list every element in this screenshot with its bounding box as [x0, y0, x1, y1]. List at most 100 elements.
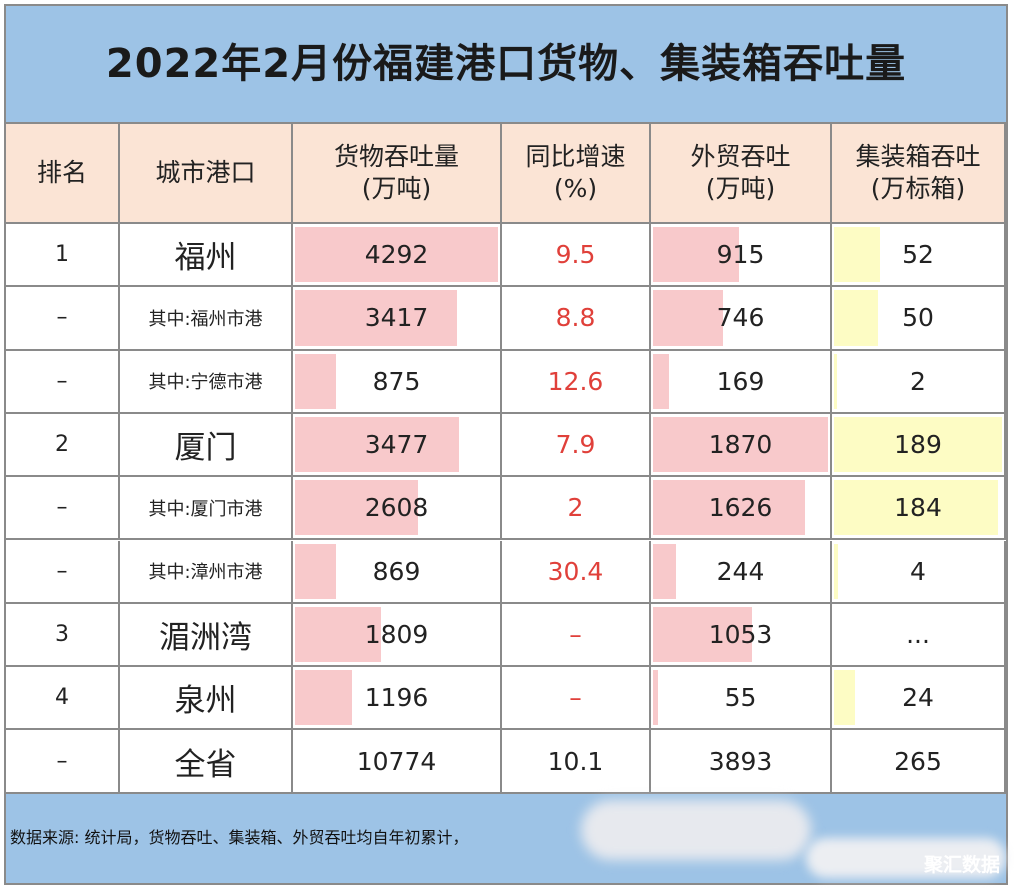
cell-value: 244	[716, 556, 765, 586]
cell-cargo: 10774	[293, 730, 502, 794]
cell-value: ...	[906, 619, 930, 649]
cell-value: 3893	[708, 746, 773, 776]
data-bar-foreign	[653, 670, 659, 726]
data-bar-foreign	[653, 480, 806, 536]
cell-growth: 9.5	[502, 224, 651, 288]
cell-foreign: 1870	[651, 413, 832, 478]
cell-foreign: 915	[651, 224, 832, 288]
cell-foreign: 169	[651, 350, 832, 414]
header-cargo: 货物吞吐量 (万吨)	[293, 124, 502, 224]
data-bar-cargo	[295, 290, 457, 346]
cell-rank: –	[6, 350, 120, 414]
city-label: 其中:漳州市港	[148, 562, 263, 584]
data-bar-cargo	[295, 227, 498, 283]
title-bar: 2022年2月份福建港口货物、集装箱吞吐量	[6, 6, 1006, 124]
cell-growth: 7.9	[502, 413, 651, 478]
header-label: 同比增速	[525, 142, 626, 171]
cell-value: 4292	[364, 240, 429, 270]
cell-city: 湄洲湾	[120, 603, 293, 668]
data-bar-container	[834, 416, 1002, 473]
cell-growth: 2	[502, 477, 651, 541]
cell-container: ...	[832, 603, 1006, 668]
cell-value: 10774	[356, 746, 437, 776]
header-rank: 排名	[6, 124, 120, 224]
cell-city: 全省	[120, 730, 293, 794]
cell-value: 184	[894, 493, 942, 523]
cell-growth: –	[502, 603, 651, 668]
header-unit: (万吨)	[361, 174, 432, 203]
cell-value: 3417	[364, 303, 429, 333]
cell-cargo: 4292	[293, 224, 502, 288]
data-bar-container	[834, 227, 881, 283]
cell-rank: –	[6, 540, 120, 604]
cell-container: 24	[832, 667, 1006, 731]
cell-foreign: 244	[651, 540, 832, 604]
cell-value: 24	[902, 683, 934, 713]
header-label: 排名	[36, 158, 87, 187]
cell-value: 7.9	[555, 430, 596, 460]
cell-city: 其中:福州市港	[120, 287, 293, 351]
data-bar-foreign	[653, 290, 723, 346]
data-bar-cargo	[295, 670, 352, 726]
header-label: 货物吞吐量	[333, 142, 459, 171]
cell-value: 189	[894, 430, 942, 460]
cell-value: 52	[902, 240, 934, 270]
cell-foreign: 1626	[651, 477, 832, 541]
cell-growth: 30.4	[502, 540, 651, 604]
cell-value: –	[56, 305, 68, 331]
cell-value: 30.4	[547, 556, 604, 586]
data-bar-container	[834, 480, 998, 536]
cell-city: 福州	[120, 224, 293, 288]
cell-city: 其中:漳州市港	[120, 540, 293, 604]
cell-container: 52	[832, 224, 1006, 288]
blur-mask	[581, 800, 811, 860]
data-bar-foreign	[653, 353, 669, 409]
cell-cargo: 1809	[293, 603, 502, 668]
table-frame: 2022年2月份福建港口货物、集装箱吞吐量 排名 城市港口 货物吞吐量 (万吨) 同比增…	[4, 4, 1008, 885]
city-label: 全省	[174, 746, 237, 783]
cell-value: 1	[55, 242, 69, 268]
cell-growth: –	[502, 667, 651, 731]
cell-value: 869	[372, 556, 421, 586]
cell-value: –	[569, 619, 582, 649]
data-bar-foreign	[653, 227, 739, 283]
cell-rank: 2	[6, 413, 120, 478]
cell-foreign: 55	[651, 667, 832, 731]
cell-container: 189	[832, 413, 1006, 478]
source-note: 数据来源: 统计局，货物吞吐、集装箱、外贸吞吐均自年初累计，	[10, 828, 469, 847]
blur-mask	[806, 838, 1006, 878]
cell-container: 4	[832, 540, 1006, 604]
cell-value: 3	[55, 621, 69, 647]
cell-cargo: 875	[293, 350, 502, 414]
cell-cargo: 2608	[293, 477, 502, 541]
header-unit: (万标箱)	[870, 174, 966, 203]
cell-value: 1196	[364, 683, 429, 713]
cell-value: 50	[902, 303, 934, 333]
cell-value: –	[56, 748, 68, 774]
cell-city: 其中:宁德市港	[120, 350, 293, 414]
city-label: 厦门	[174, 430, 237, 467]
cell-rank: –	[6, 730, 120, 794]
cell-foreign: 1053	[651, 603, 832, 668]
cell-rank: 1	[6, 224, 120, 288]
cell-foreign: 746	[651, 287, 832, 351]
data-bar-container	[834, 670, 856, 726]
cell-cargo: 3477	[293, 413, 502, 478]
data-bar-foreign	[653, 543, 676, 599]
cell-growth: 10.1	[502, 730, 651, 794]
header-label: 城市港口	[155, 158, 256, 187]
cell-value: 1053	[708, 619, 773, 649]
cell-growth: 12.6	[502, 350, 651, 414]
cell-container: 184	[832, 477, 1006, 541]
cell-value: 10.1	[547, 746, 604, 776]
cell-value: 265	[894, 746, 942, 776]
data-bar-cargo	[295, 543, 337, 599]
header-unit: (%)	[553, 174, 598, 203]
city-label: 泉州	[174, 683, 237, 720]
data-bar-cargo	[295, 353, 337, 409]
header-container: 集装箱吞吐 (万标箱)	[832, 124, 1006, 224]
cell-rank: 4	[6, 667, 120, 731]
data-bar-container	[834, 353, 837, 409]
cell-cargo: 1196	[293, 667, 502, 731]
city-label: 福州	[174, 240, 237, 277]
